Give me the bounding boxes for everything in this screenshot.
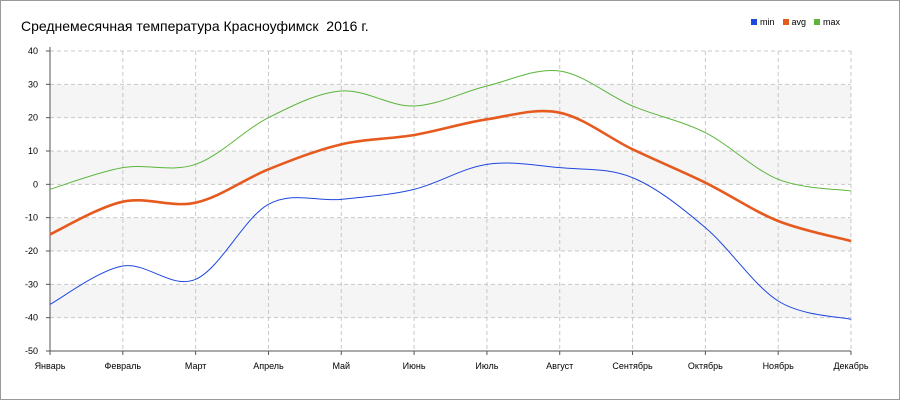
y-tick-label: 30 bbox=[28, 79, 38, 89]
grid-band bbox=[50, 84, 851, 118]
x-tick-label: Ноябрь bbox=[763, 361, 795, 371]
y-tick-label: -30 bbox=[25, 279, 38, 289]
x-tick-label: Март bbox=[185, 361, 207, 371]
y-tick-label: -40 bbox=[25, 313, 38, 323]
x-tick-label: Август bbox=[546, 361, 573, 371]
x-tick-label: Декабрь bbox=[833, 361, 868, 371]
grid-band bbox=[50, 217, 851, 251]
legend-label-min: min bbox=[760, 17, 775, 27]
x-tick-label: Октябрь bbox=[688, 361, 723, 371]
legend-swatch-avg bbox=[782, 19, 789, 25]
x-tick-label: Апрель bbox=[253, 361, 284, 371]
y-tick-label: 10 bbox=[28, 146, 38, 156]
y-tick-label: 40 bbox=[28, 46, 38, 56]
y-tick-label: 20 bbox=[28, 113, 38, 123]
legend-item-avg[interactable]: avg bbox=[782, 17, 807, 27]
y-tick-label: -10 bbox=[25, 213, 38, 223]
x-tick-label: Февраль bbox=[105, 361, 142, 371]
x-tick-label: Сентябрь bbox=[612, 361, 653, 371]
legend-label-avg: avg bbox=[791, 17, 807, 27]
legend: min avg max bbox=[751, 17, 840, 27]
x-tick-label: Январь bbox=[35, 361, 66, 371]
series-line-min bbox=[49, 162, 852, 320]
y-tick-label: -20 bbox=[25, 246, 38, 256]
y-tick-label: -50 bbox=[25, 346, 38, 356]
series-line-max bbox=[49, 69, 852, 192]
series-line-avg bbox=[49, 109, 852, 243]
legend-swatch-max bbox=[814, 19, 821, 25]
x-tick-label: Июнь bbox=[403, 361, 426, 371]
legend-item-min[interactable]: min bbox=[751, 17, 775, 27]
grid-band bbox=[50, 284, 851, 318]
y-tick-label: 0 bbox=[33, 179, 38, 189]
legend-label-max: max bbox=[823, 17, 841, 27]
chart-title: Среднемесячная температура Красноуфимск … bbox=[21, 18, 369, 34]
legend-item-max[interactable]: max bbox=[814, 17, 840, 27]
x-tick-label: Июль bbox=[475, 361, 498, 371]
legend-swatch-min bbox=[751, 19, 757, 25]
x-tick-label: Май bbox=[332, 361, 350, 371]
